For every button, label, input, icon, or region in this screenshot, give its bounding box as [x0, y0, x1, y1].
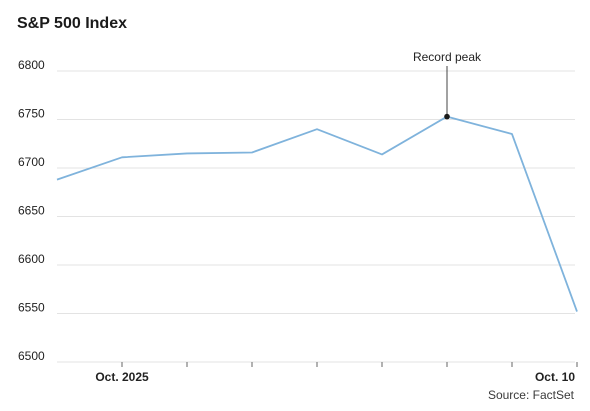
- chart-source: Source: FactSet: [487, 388, 574, 402]
- y-tick-label: 6500: [18, 349, 45, 363]
- annotation-label: Record peak: [413, 50, 482, 64]
- series-line: [56, 115, 578, 312]
- y-tick-label: 6700: [18, 155, 45, 169]
- x-tick-label: Oct. 10: [535, 370, 575, 384]
- y-tick-label: 6600: [18, 252, 45, 266]
- chart-title: S&P 500 Index: [17, 15, 127, 32]
- y-tick-label: 6550: [18, 301, 45, 315]
- record-peak-marker: [444, 113, 450, 120]
- x-tick-label: Oct. 2025: [95, 370, 149, 384]
- y-tick-label: 6750: [18, 107, 45, 121]
- y-tick-label: 6800: [18, 58, 45, 72]
- y-tick-label: 6650: [18, 204, 45, 218]
